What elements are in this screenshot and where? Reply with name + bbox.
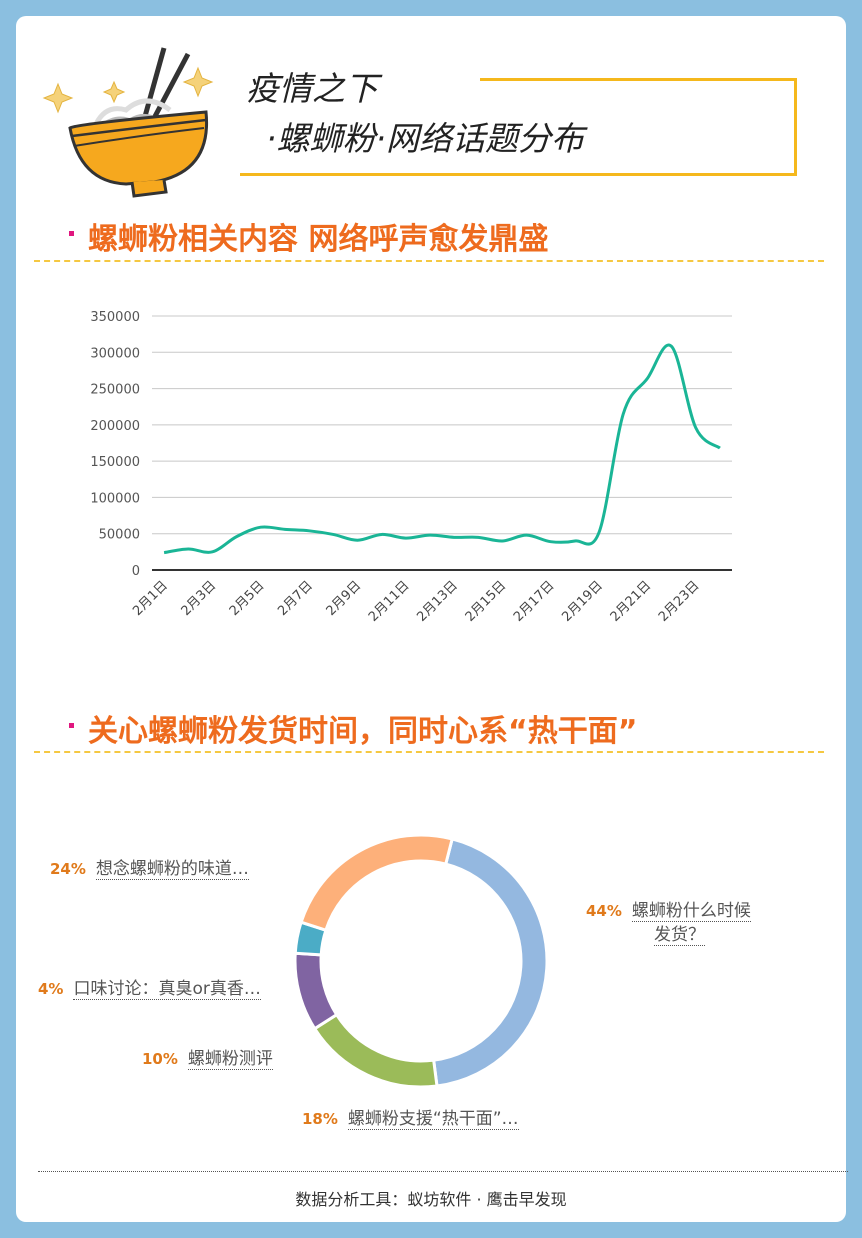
x-tick-label: 2月9日: [324, 578, 365, 619]
y-tick-label: 50000: [99, 528, 140, 543]
footer-source: 数据分析工具：蚁坊软件 · 鹰击早发现: [295, 1190, 567, 1209]
slice-label: 口味讨论：真臭or真香…: [73, 979, 261, 1000]
donut-slice-5: [299, 833, 454, 933]
x-tick-label: 2月15日: [463, 578, 510, 625]
pie-label-slice-2: 18% 螺蛳粉支援“热干面”…: [302, 1104, 519, 1130]
x-tick-label: 2月3日: [179, 578, 220, 619]
slice-percent: 44%: [586, 902, 622, 920]
slice-percent: 24%: [50, 860, 86, 878]
pie-label-slice-3: 10% 螺蛳粉测评: [142, 1044, 273, 1070]
y-tick-label: 0: [132, 564, 140, 579]
slice-label: 发货？: [654, 925, 705, 946]
page-title-line2: ·螺蛳粉·网络话题分布: [266, 119, 584, 158]
x-tick-label: 2月7日: [275, 578, 316, 619]
pie-label-slice-5: 24% 想念螺蛳粉的味道…: [50, 854, 249, 880]
y-tick-label: 250000: [90, 383, 140, 398]
slice-label: 想念螺蛳粉的味道…: [95, 859, 249, 880]
pie-label-slice-1: 44% 螺蛳粉什么时候: [586, 896, 751, 922]
slice-percent: 18%: [302, 1110, 338, 1128]
pie-label-slice-1-line2: 发货？: [654, 920, 705, 946]
slice-label: 螺蛳粉测评: [187, 1049, 273, 1070]
slice-label: 螺蛳粉什么时候: [631, 901, 751, 922]
donut-slice-2: [312, 1012, 439, 1089]
series-line: [163, 343, 721, 555]
noodle-bowl-icon: [42, 47, 214, 198]
x-tick-label: 2月21日: [608, 578, 655, 625]
section-bullet: [69, 231, 74, 236]
donut-slice-3: [293, 951, 339, 1031]
x-tick-label: 2月1日: [130, 578, 171, 619]
donut-chart: [293, 833, 549, 1089]
header-frame: [240, 78, 797, 176]
section-divider: [34, 260, 824, 262]
x-tick-label: 2月13日: [414, 578, 461, 625]
y-tick-label: 150000: [90, 455, 140, 470]
page-title-line1: 疫情之下: [246, 69, 378, 108]
section-divider: [34, 751, 824, 753]
header-frame-gap: [240, 74, 480, 84]
donut-slice-1: [431, 837, 549, 1088]
x-tick-label: 2月23日: [656, 578, 703, 625]
x-tick-label: 2月5日: [227, 578, 268, 619]
y-tick-label: 100000: [90, 491, 140, 506]
y-tick-label: 200000: [90, 419, 140, 434]
infographic-card: 疫情之下 ·螺蛳粉·网络话题分布 螺蛳粉相关内容 网络呼声愈发鼎盛 350000…: [16, 16, 848, 1222]
x-tick-label: 2月17日: [511, 578, 558, 625]
slice-label: 螺蛳粉支援“热干面”…: [347, 1109, 519, 1130]
slice-percent: 10%: [142, 1050, 178, 1068]
slice-percent: 4%: [38, 980, 64, 998]
section-heading-topics: 关心螺蛳粉发货时间，同时心系“热干面”: [88, 714, 638, 749]
x-tick-label: 2月11日: [366, 578, 413, 625]
section-heading-trend: 螺蛳粉相关内容 网络呼声愈发鼎盛: [88, 222, 549, 257]
x-tick-label: 2月19日: [559, 578, 606, 625]
pie-label-slice-4: 4% 口味讨论：真臭or真香…: [38, 974, 261, 1000]
y-tick-label: 350000: [90, 310, 140, 325]
footer-divider: [38, 1171, 848, 1172]
line-chart: 350000 300000 250000 200000 150000 100000 5000…: [90, 310, 732, 625]
section-bullet: [69, 723, 74, 728]
y-tick-label: 300000: [90, 346, 140, 361]
